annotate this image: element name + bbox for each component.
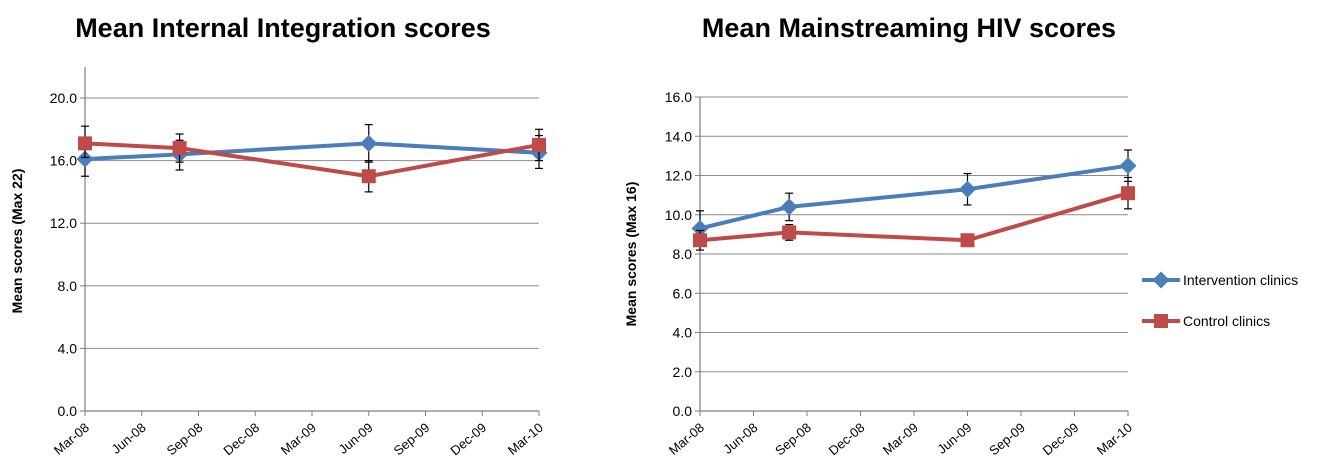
y-axis-label: Mean scores (Max 22)	[9, 169, 25, 314]
data-point-square	[532, 137, 546, 152]
x-tick-label: Mar-08	[51, 420, 92, 458]
y-tick-label: 6.0	[673, 285, 693, 301]
x-tick-label: Dec-09	[1040, 420, 1082, 458]
data-point-diamond	[780, 198, 798, 216]
data-point-square	[693, 233, 707, 248]
y-axis-label: Mean scores (Max 16)	[623, 182, 639, 327]
axes	[695, 96, 1129, 416]
y-tick-label: 16.0	[665, 89, 692, 105]
series-line	[699, 163, 1129, 231]
y-tick-label: 12.0	[665, 168, 692, 184]
x-tick-labels: Mar-08 Jun-08 Sep-08 Dec-08 Mar-09 Jun-09 Sep-…	[51, 420, 546, 458]
internal-integration-chart: Mean Internal Integration scores Mean sc…	[9, 13, 548, 458]
y-tick-labels: 0.0 2.0 4.0 6.0 8.0 10.0 12.0 14.0 16.0	[665, 89, 692, 419]
diamond-marker-icon	[1152, 271, 1170, 289]
x-tick-label: Dec-08	[826, 420, 868, 458]
y-tick-label: 12.0	[50, 215, 77, 231]
x-tick-label: Sep-09	[391, 420, 433, 458]
data-point-square	[782, 225, 797, 240]
x-tick-label: Dec-09	[447, 420, 489, 458]
data-point-square	[1121, 186, 1135, 201]
series-line	[84, 141, 540, 162]
legend-label: Control clinics	[1183, 313, 1270, 329]
y-tick-label: 2.0	[673, 364, 693, 380]
axes	[80, 67, 540, 416]
gridlines	[85, 97, 539, 349]
y-tick-label: 4.0	[673, 325, 693, 341]
x-tick-label: Jun-08	[109, 420, 149, 457]
data-point-diamond	[360, 134, 378, 152]
series-line	[84, 141, 540, 179]
x-tick-labels: Mar-08 Jun-08 Sep-08 Dec-08 Mar-09 Jun-09 Sep-…	[666, 420, 1135, 458]
chart-title: Mean Mainstreaming HIV scores	[702, 13, 1116, 43]
y-tick-label: 8.0	[58, 278, 78, 294]
x-tick-label: Jun-08	[720, 420, 760, 457]
series-layer	[76, 124, 548, 193]
data-point-diamond	[959, 180, 976, 198]
series-line	[699, 191, 1129, 243]
series-layer	[691, 149, 1137, 251]
data-point-square	[78, 136, 92, 151]
series-control	[693, 176, 1135, 251]
y-tick-label: 20.0	[50, 90, 77, 106]
y-tick-label: 4.0	[58, 340, 78, 356]
series-control	[78, 125, 546, 193]
x-tick-label: Sep-08	[164, 420, 206, 458]
x-tick-label: Sep-09	[986, 420, 1028, 458]
data-point-diamond	[1119, 157, 1137, 175]
legend-label: Intervention clinics	[1183, 272, 1298, 288]
data-point-square	[172, 141, 187, 156]
x-tick-label: Dec-08	[220, 420, 262, 458]
mainstreaming-hiv-chart: Mean Mainstreaming HIV scores Mean score…	[623, 13, 1137, 458]
data-point-square	[960, 233, 975, 248]
x-tick-label: Sep-08	[772, 420, 814, 458]
data-point-diamond	[691, 220, 709, 237]
x-tick-label: Mar-10	[1094, 420, 1135, 458]
y-tick-label: 0.0	[673, 403, 693, 419]
series-intervention	[691, 149, 1137, 247]
legend-entry-control: Control clinics	[1142, 313, 1270, 329]
x-tick-label: Mar-08	[666, 420, 707, 458]
x-tick-label: Mar-09	[278, 420, 319, 458]
y-tick-labels: 0.0 4.0 8.0 12.0 16.0 20.0	[50, 90, 77, 419]
y-tick-label: 16.0	[50, 153, 77, 169]
legend: Intervention clinics Control clinics	[1142, 271, 1298, 329]
y-tick-label: 8.0	[673, 246, 693, 262]
y-tick-label: 14.0	[665, 128, 692, 144]
x-tick-label: Jun-09	[934, 420, 974, 457]
y-tick-label: 0.0	[58, 403, 78, 419]
square-marker-icon	[1154, 314, 1168, 328]
y-tick-label: 10.0	[665, 207, 692, 223]
legend-entry-intervention: Intervention clinics	[1142, 271, 1298, 289]
data-point-square	[361, 169, 376, 184]
x-tick-label: Mar-10	[505, 420, 546, 458]
x-tick-label: Jun-09	[336, 420, 376, 457]
x-tick-label: Mar-09	[880, 420, 921, 458]
data-point-diamond	[76, 150, 94, 168]
chart-title: Mean Internal Integration scores	[75, 13, 491, 43]
